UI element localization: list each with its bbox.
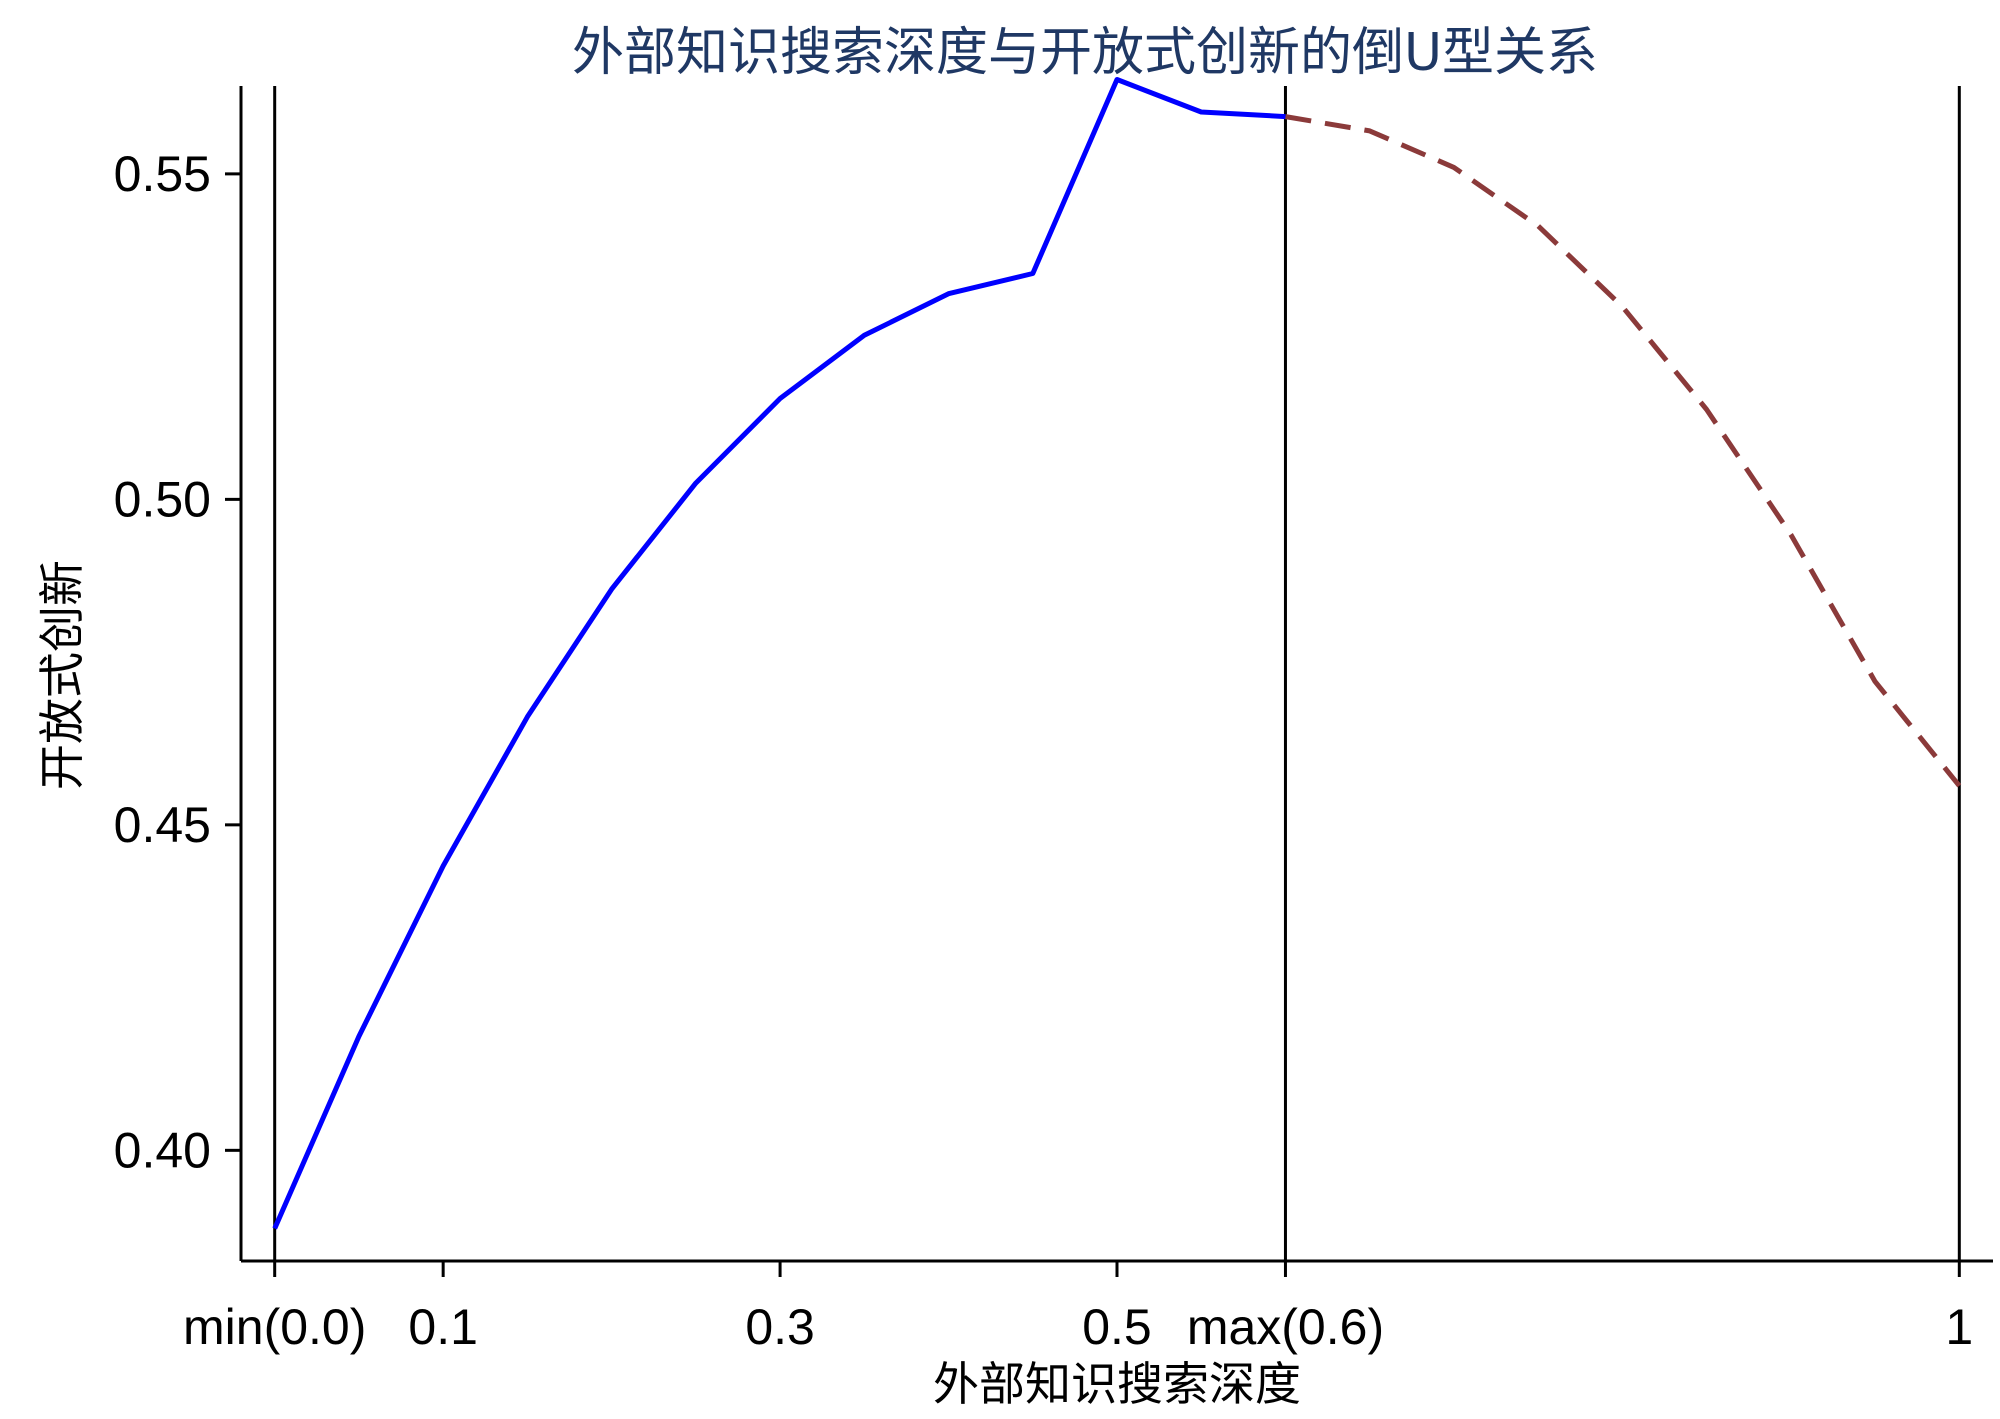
x-tick-label: min(0.0) bbox=[183, 1299, 366, 1355]
y-tick-label: 0.45 bbox=[114, 797, 211, 853]
x-ticks: min(0.0) 0.1 0.3 0.5 max(0.6) 1 bbox=[183, 1261, 1973, 1355]
x-tick-label: 0.5 bbox=[1082, 1299, 1152, 1355]
y-tick-label: 0.55 bbox=[114, 146, 211, 202]
series-line-1-dashed bbox=[1285, 114, 1962, 788]
y-tick-label: 0.40 bbox=[114, 1122, 211, 1178]
x-tick-label: 1 bbox=[1945, 1299, 1973, 1355]
plot-area bbox=[272, 77, 1962, 1261]
x-axis-title: 外部知识搜索深度 bbox=[933, 1357, 1301, 1411]
y-ticks: 0.40 0.45 0.50 0.55 bbox=[114, 146, 241, 1178]
y-axis-title: 开放式创新 bbox=[35, 560, 89, 790]
x-tick-label: max(0.6) bbox=[1187, 1299, 1384, 1355]
series-line-0-solid bbox=[272, 77, 1286, 1230]
chart-title: 外部知识搜索深度与开放式创新的倒U型关系 bbox=[572, 23, 1598, 83]
x-tick-label: 0.3 bbox=[745, 1299, 815, 1355]
y-tick-label: 0.50 bbox=[114, 471, 211, 527]
x-tick-label: 0.1 bbox=[408, 1299, 478, 1355]
